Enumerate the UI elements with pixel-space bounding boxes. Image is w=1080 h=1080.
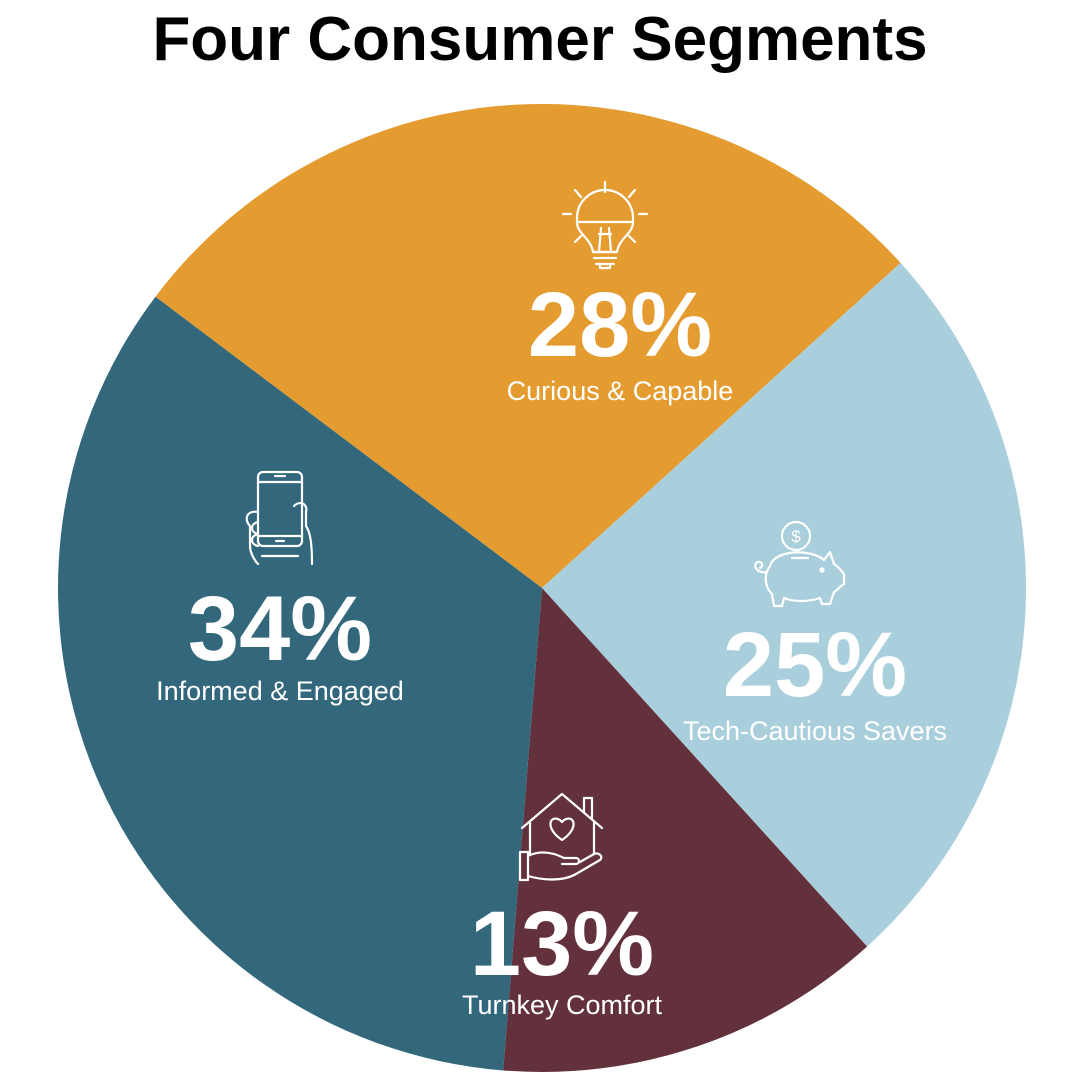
pct-label-turnkey-comfort: 13% <box>470 893 654 995</box>
pie-slice-curious-capable <box>155 104 901 589</box>
pie-slices <box>57 104 1026 1072</box>
piggy-bank-icon: $ <box>754 520 846 608</box>
pct-label-informed-engaged: 34% <box>188 578 372 680</box>
slice-label-informed-engaged: Informed & Engaged <box>156 676 404 706</box>
pct-label-tech-cautious-savers: 25% <box>723 614 907 716</box>
pie-slice-turnkey-comfort <box>503 588 868 1072</box>
pie-slice-informed-engaged <box>57 296 542 1071</box>
slice-group-tech-cautious-savers: $ 25% Tech-Cautious Savers <box>683 520 947 746</box>
chart-title: Four Consumer Segments <box>152 5 928 74</box>
slice-label-tech-cautious-savers: Tech-Cautious Savers <box>683 716 947 746</box>
slice-group-curious-capable: 28% Curious & Capable <box>507 180 734 406</box>
phone-in-hand-icon <box>245 470 314 566</box>
slice-group-turnkey-comfort: 13% Turnkey Comfort <box>462 792 663 1020</box>
slice-label-turnkey-comfort: Turnkey Comfort <box>462 990 663 1020</box>
pie-slice-tech-cautious-savers <box>542 262 1026 947</box>
house-heart-hand-icon <box>518 792 604 882</box>
slice-group-informed-engaged: 34% Informed & Engaged <box>156 470 404 706</box>
slice-label-curious-capable: Curious & Capable <box>507 376 734 406</box>
lightbulb-icon <box>561 180 649 270</box>
pct-label-curious-capable: 28% <box>528 274 712 376</box>
svg-text:$: $ <box>791 527 801 546</box>
